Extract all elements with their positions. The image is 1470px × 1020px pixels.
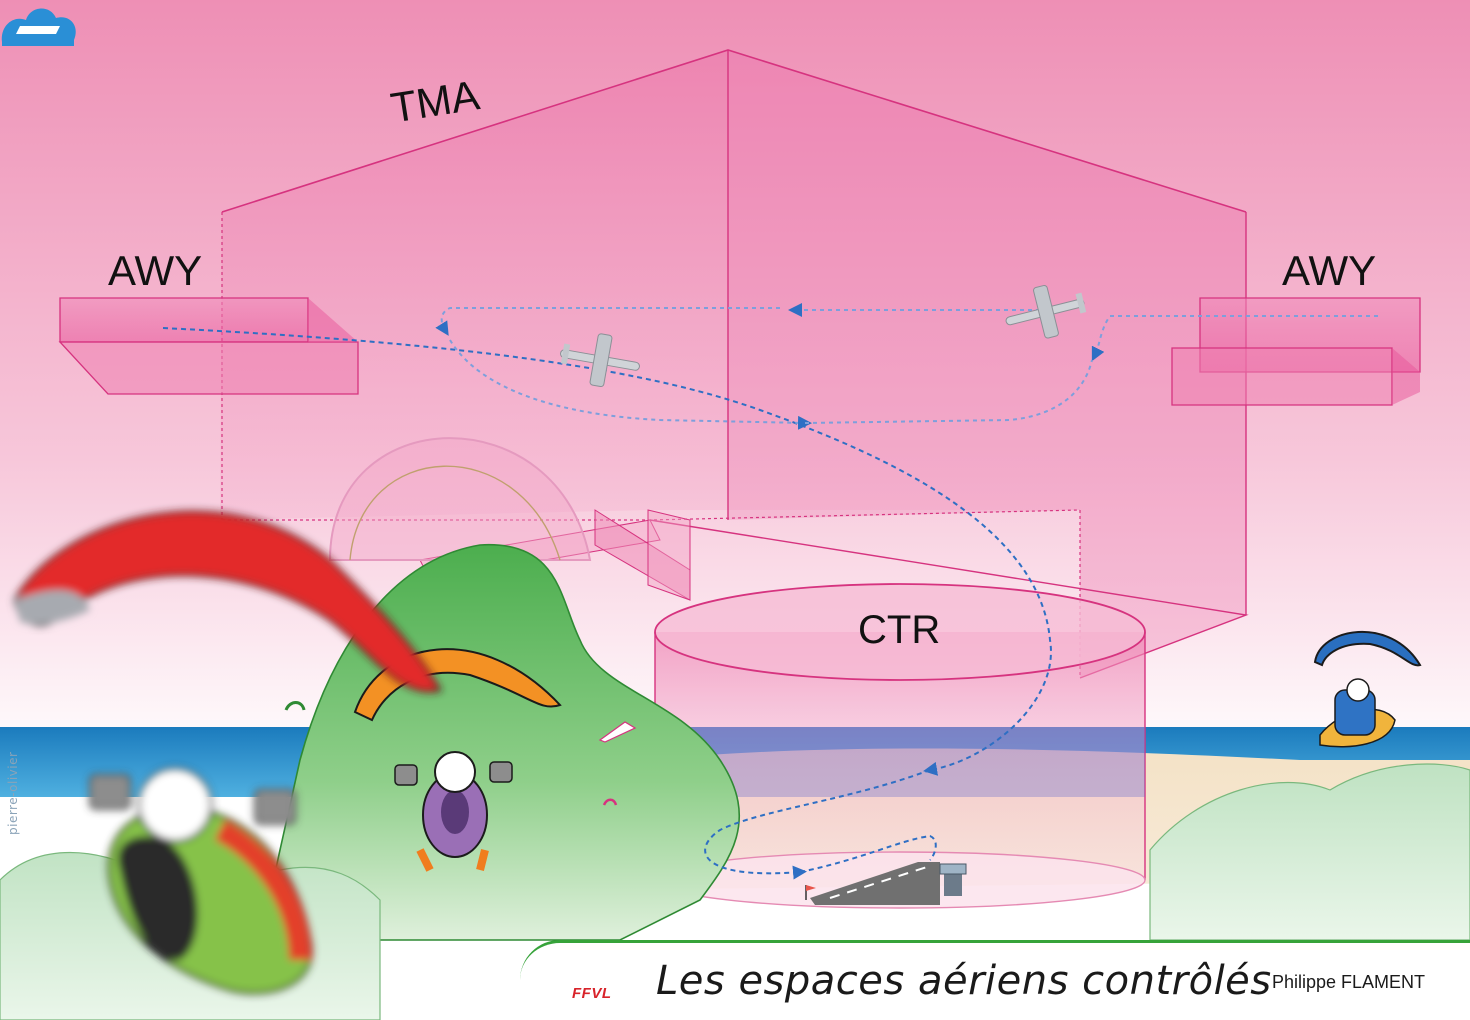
awy-left-label: AWY (108, 247, 203, 294)
paraglider-icon (284, 701, 306, 711)
ffvl-logo-icon (1, 8, 76, 46)
awy-right-corridor (1171, 297, 1421, 406)
tower-icon (939, 863, 967, 896)
flight-paths (162, 303, 1378, 880)
title-banner (520, 940, 1470, 1020)
ctr-label: CTR (858, 608, 941, 652)
airplane-icon (1005, 284, 1087, 339)
ctr-volume (654, 583, 1146, 909)
illustrator-credit: pierre-olivier (6, 751, 20, 835)
hang-glider-icon (598, 721, 637, 743)
tma-volume (220, 49, 1249, 679)
poster-title: Les espaces aériens contrôlés (656, 958, 1272, 1004)
pilot-icon (1319, 678, 1396, 748)
runway (810, 862, 940, 905)
foreground-paraglider-icon (13, 510, 443, 693)
windsock-icon (805, 885, 816, 900)
awy-right-label: AWY (1282, 247, 1377, 294)
hill-airspace-dome (328, 437, 592, 561)
foreground-pilot-icon (89, 767, 313, 995)
paraglider-icon (1313, 630, 1422, 667)
airplane-icon (560, 333, 640, 388)
paraglider-icon (602, 798, 618, 806)
ffvl-logo-text: FFVL (572, 985, 612, 1002)
pilot-icon (394, 751, 513, 872)
author-name: Philippe FLAMENT (1272, 972, 1426, 992)
hill-airspace-inner (349, 465, 561, 561)
awy-left-corridor (58, 297, 359, 395)
foreground-hill-right (1149, 763, 1470, 941)
